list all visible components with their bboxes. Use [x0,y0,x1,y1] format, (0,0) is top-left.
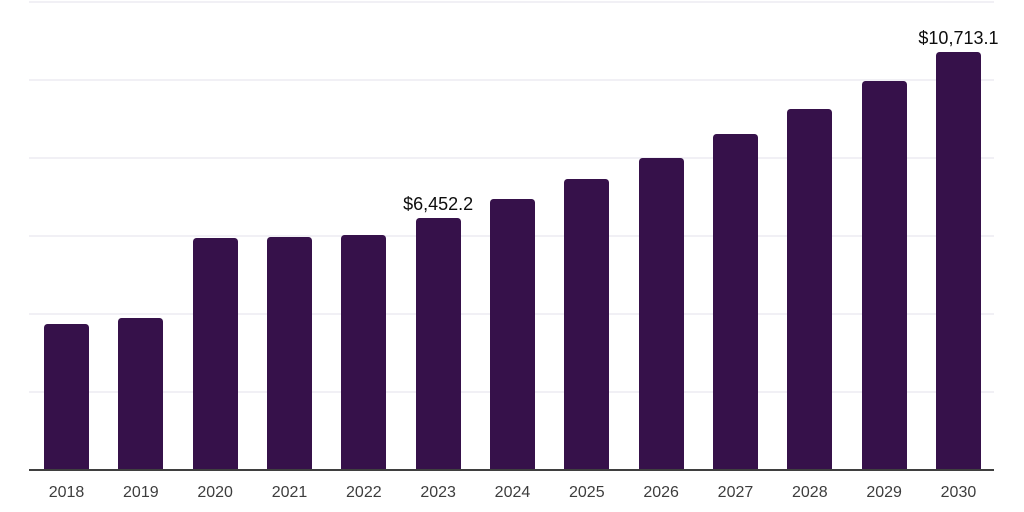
bar-2029 [861,81,907,470]
x-tick-2018: 2018 [48,484,85,501]
gridline-8000 [29,157,994,159]
data-label-2030: $10,713.1 [918,28,999,49]
x-tick-2030: 2030 [940,484,977,501]
bar-2026 [638,158,684,470]
bar-2028 [787,109,833,470]
x-tick-2028: 2028 [792,484,828,501]
bar-2020 [192,237,238,470]
x-tick-2019: 2019 [123,484,159,501]
x-tick-2027: 2027 [717,484,754,501]
bar-2025 [564,179,610,470]
gridline-10000 [29,79,994,81]
bar-2023 [415,218,461,470]
x-tick-2021: 2021 [271,484,308,501]
x-tick-2026: 2026 [643,484,679,501]
x-tick-2022: 2022 [346,484,382,501]
data-label-2023: $6,452.2 [403,194,474,215]
bar-2030 [935,52,981,470]
x-tick-2020: 2020 [197,484,233,501]
x-tick-2025: 2025 [569,484,605,501]
bar-2018 [44,323,89,470]
bar-2024 [489,199,535,470]
bar-2022 [341,235,387,470]
x-axis-line [29,469,994,471]
bar-2019 [118,318,164,470]
bar-2021 [266,236,312,470]
bar-2027 [712,134,758,470]
x-tick-2029: 2029 [866,484,902,501]
x-tick-2024: 2024 [494,484,531,501]
gridline-12000 [29,1,994,3]
x-tick-2023: 2023 [420,484,456,501]
